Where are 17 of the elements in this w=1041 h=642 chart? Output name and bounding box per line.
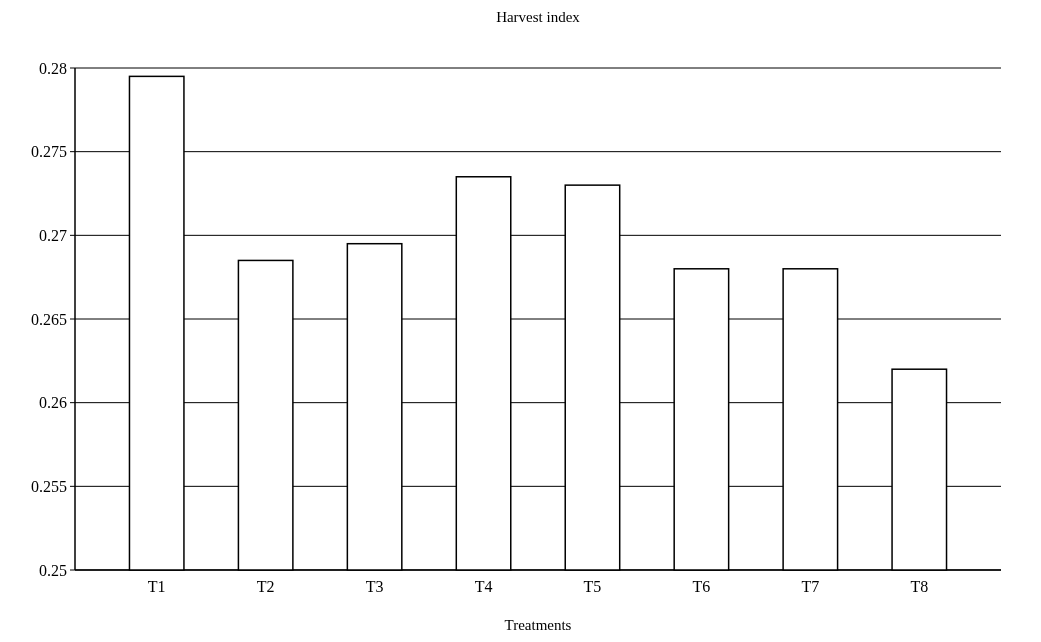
y-tick-label: 0.28: [39, 59, 67, 77]
chart-title: Harvest index: [496, 9, 581, 25]
y-tick-label: 0.255: [31, 477, 67, 495]
y-tick-label: 0.26: [39, 394, 67, 412]
y-tick-label: 0.275: [31, 143, 67, 161]
x-tick-label: T7: [801, 578, 820, 595]
x-tick-label: T3: [365, 578, 384, 595]
x-tick-label: T2: [256, 578, 275, 595]
y-tick-label: 0.25: [39, 561, 67, 579]
y-tick-label: 0.265: [31, 310, 67, 328]
y-tick-label: 0.27: [39, 226, 67, 244]
x-tick-label: T6: [692, 578, 711, 595]
x-tick-label: T8: [910, 578, 929, 595]
x-tick-label: T1: [147, 578, 166, 595]
x-tick-label: T5: [583, 578, 602, 595]
x-tick-label: T4: [474, 578, 493, 595]
x-axis-title: Treatments: [504, 617, 572, 633]
